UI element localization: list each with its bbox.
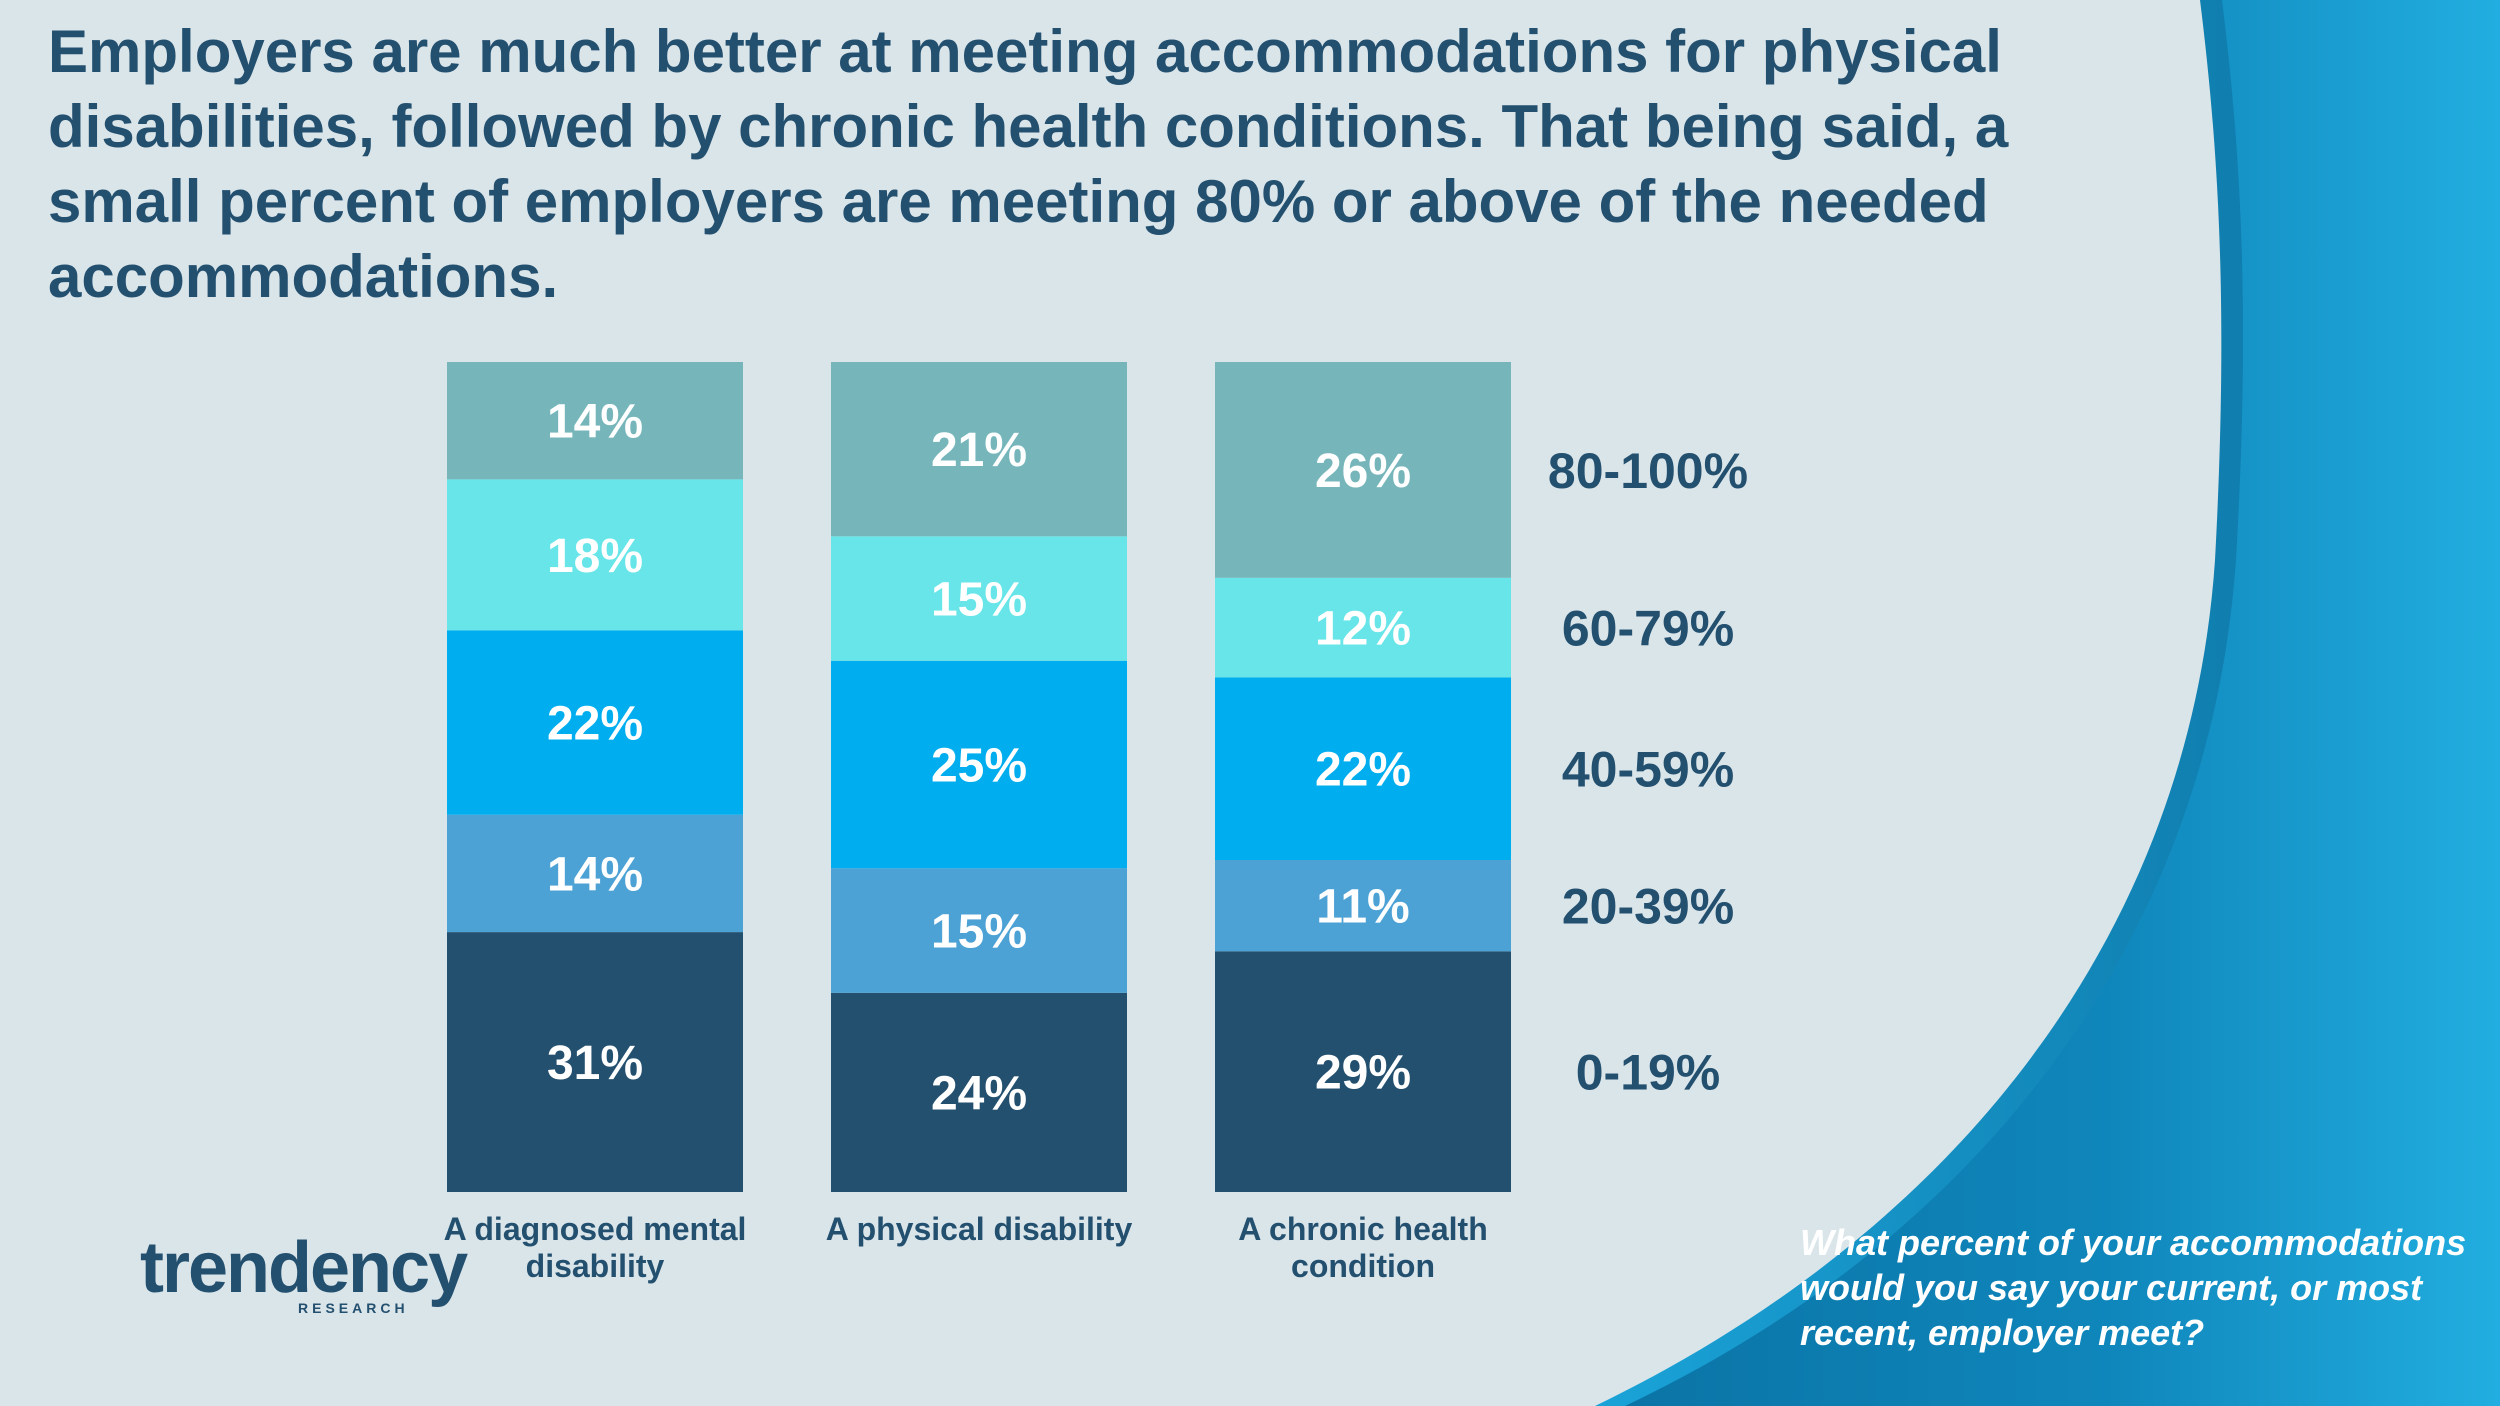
bar-segment [831,362,1127,537]
data-label: 22% [547,698,643,751]
legend-entry: 20-39% [1562,879,1734,935]
category-label: A physical disability [826,1211,1133,1247]
data-label: 24% [931,1067,1027,1120]
data-label: 14% [547,396,643,449]
data-label: 18% [547,530,643,583]
bar-segment [447,362,743,480]
bar-segment [1215,951,1511,1192]
bar-segment [831,536,1127,661]
logo-wordmark: trendency [140,1228,468,1308]
legend-entry: 80-100% [1548,443,1748,499]
bar-segment [831,992,1127,1192]
bar-segment [447,479,743,631]
bar-segment [447,630,743,815]
category-label: A chronic health condition [1238,1211,1488,1284]
data-label: 29% [1315,1047,1411,1100]
legend-entry: 0-19% [1576,1045,1721,1101]
bar-segment [1215,362,1511,578]
data-label: 14% [547,848,643,901]
legend-entry: 60-79% [1562,601,1734,657]
bar-segment [831,868,1127,993]
bar-segment [831,660,1127,869]
bar-segment [1215,577,1511,678]
data-label: 22% [1315,744,1411,797]
logo-subtext: RESEARCH [298,1300,409,1316]
headline: Employers are much better at meeting acc… [48,18,2009,310]
data-label: 15% [931,574,1027,627]
data-label: 25% [931,740,1027,793]
data-label: 21% [931,424,1027,477]
bar-segment [447,932,743,1192]
bar-segment [1215,860,1511,952]
bar-segment [447,814,743,933]
blue-band [1625,0,2500,1406]
data-label: 11% [1316,881,1409,934]
data-label: 12% [1315,603,1411,656]
trendency-logo: trendency RESEARCH [140,1228,480,1318]
bar-segment [1215,677,1511,860]
survey-question: What percent of your accommodations woul… [1800,1222,2467,1353]
data-label: 31% [547,1037,643,1090]
data-label: 15% [931,906,1027,959]
data-label: 26% [1315,445,1411,498]
legend-entry: 40-59% [1562,742,1734,798]
category-label: A diagnosed mental disability [444,1211,747,1284]
